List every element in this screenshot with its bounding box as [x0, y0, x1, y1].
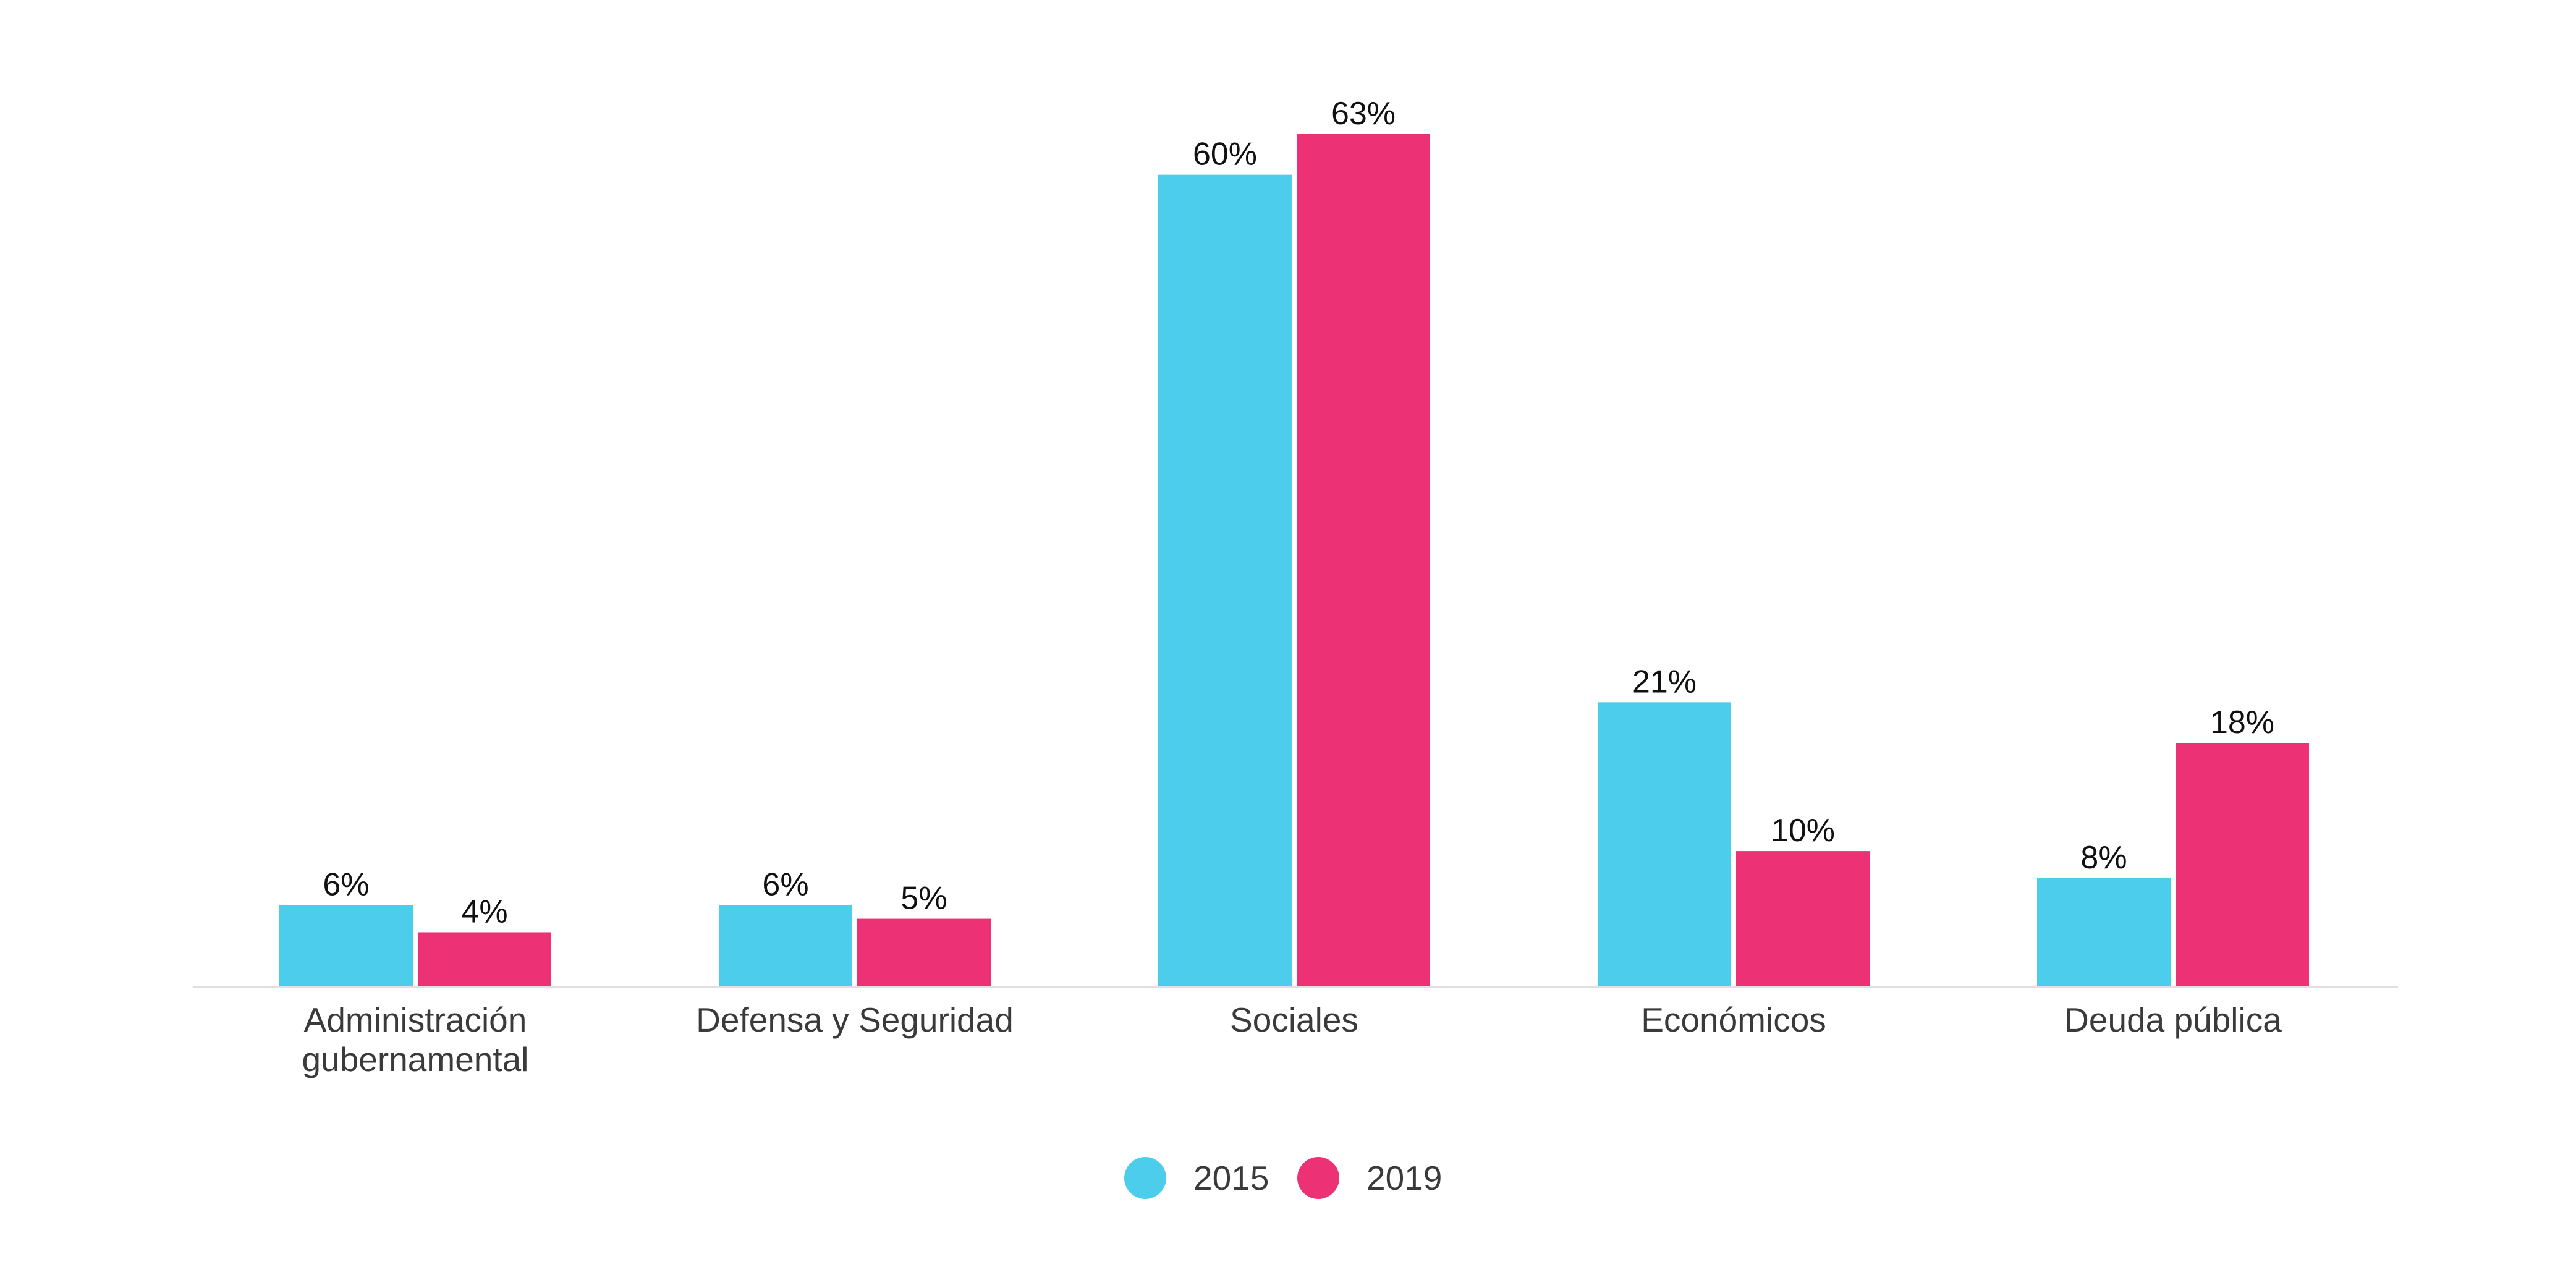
- bars-layer: [279, 134, 2309, 987]
- legend: 2015 2019: [1124, 1157, 1442, 1199]
- value-label-2019-1: 5%: [900, 881, 947, 917]
- legend-swatch-2015: [1124, 1157, 1166, 1199]
- bar-2019-2: [1297, 134, 1430, 986]
- legend-swatch-2019: [1297, 1157, 1339, 1199]
- bar-2015-4: [2037, 878, 2171, 986]
- value-label-2015-4: 8%: [2080, 840, 2127, 876]
- value-label-2015-0: 6%: [323, 867, 369, 903]
- legend-label-2015: 2015: [1193, 1159, 1269, 1197]
- bar-2015-2: [1158, 174, 1292, 987]
- bar-2019-0: [418, 932, 551, 986]
- value-label-2019-3: 10%: [1771, 813, 1835, 849]
- value-label-2019-4: 18%: [2210, 705, 2274, 740]
- bar-2015-1: [719, 905, 852, 986]
- value-label-2015-3: 21%: [1632, 664, 1697, 700]
- category-label-0-line-0: Administración: [304, 1001, 527, 1039]
- legend-label-2019: 2019: [1366, 1159, 1442, 1197]
- category-label-2: Sociales: [1230, 1001, 1358, 1039]
- category-label-0-line-1: gubernamental: [302, 1040, 529, 1078]
- category-label-4: Deuda pública: [2064, 1001, 2282, 1039]
- category-label-3: Económicos: [1641, 1001, 1826, 1039]
- bar-2019-4: [2176, 743, 2309, 986]
- value-labels-layer: 6% 4% 6% 5% 60% 63% 21% 10% 8% 18%: [323, 96, 2274, 930]
- value-label-2019-2: 63%: [1331, 96, 1396, 132]
- category-label-1: Defensa y Seguridad: [696, 1001, 1014, 1039]
- value-label-2015-1: 6%: [762, 867, 808, 903]
- bar-2015-0: [279, 905, 413, 986]
- value-label-2015-2: 60%: [1193, 137, 1257, 172]
- bar-2019-3: [1736, 851, 1870, 986]
- bar-2019-1: [857, 918, 991, 986]
- value-label-2019-0: 4%: [461, 894, 507, 930]
- bar-2015-3: [1598, 702, 1731, 986]
